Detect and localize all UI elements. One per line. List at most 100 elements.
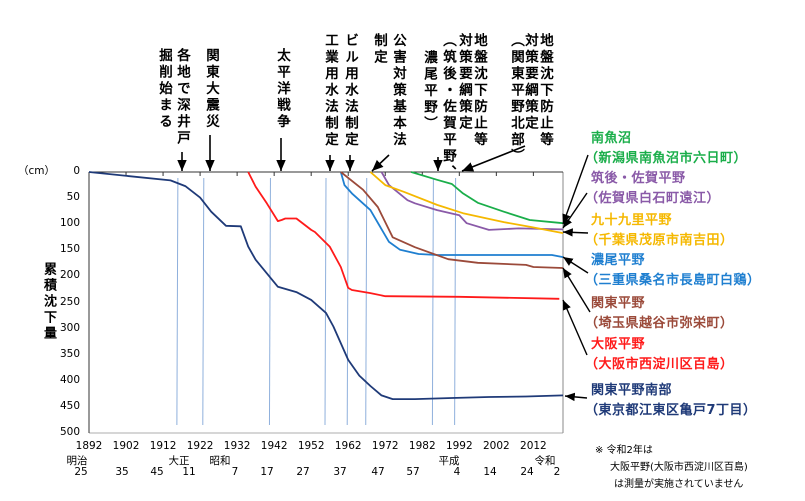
series-line-4 [340, 171, 564, 269]
y-tick-label: 350 [59, 347, 80, 360]
y-unit: （cm） [18, 165, 56, 177]
legend-leader-arrow [562, 267, 591, 313]
event-guide-line [268, 177, 271, 426]
y-tick-label: 150 [59, 243, 80, 256]
x-tick-label: 1952 [297, 440, 325, 452]
legend-site: （新潟県南魚沼市六日町） [585, 151, 748, 166]
event-guide-line [346, 177, 349, 426]
y-tick-label: 100 [59, 217, 80, 230]
x-tick-label: 1942 [260, 440, 288, 452]
event-label: 制定 [371, 33, 387, 66]
legend-leader-arrow [562, 256, 589, 274]
y-tick-label: 300 [59, 321, 80, 334]
legend-site: （佐賀県白石町遠江） [585, 191, 721, 206]
legend-site: （東京都江東区亀戸7丁目） [585, 403, 757, 418]
x-tick-label: 1992 [445, 440, 473, 452]
era-name: 昭和 [209, 455, 231, 467]
x-tick-label: 1902 [112, 440, 140, 452]
era-year-label: 45 [150, 466, 164, 478]
era-year-label: 27 [296, 466, 310, 478]
era-year-label: 57 [406, 466, 420, 478]
y-tick-label: 500 [59, 426, 80, 438]
era-year-label: 14 [483, 466, 497, 478]
legend-site: （三重県桑名市長島町白鶏） [585, 273, 761, 288]
x-tick-label: 1912 [149, 440, 177, 452]
era-year-label: 35 [115, 466, 129, 478]
x-tick-label: 1962 [334, 440, 362, 452]
event-label: ビル用水法制定 [342, 33, 358, 149]
x-tick-label: 1932 [223, 440, 251, 452]
legend-name: 南魚沼 [591, 131, 632, 146]
y-tick-label: 250 [59, 295, 80, 308]
series-line-6 [88, 171, 564, 401]
y-tick-label: 0 [73, 165, 80, 177]
era-name: 明治 [66, 455, 88, 467]
era-year-label: 4 [453, 466, 461, 478]
series-line-0 [410, 171, 564, 225]
event-guide-line [176, 177, 179, 426]
era-year-label: 25 [74, 466, 88, 478]
x-tick-label: 1922 [186, 440, 214, 452]
event-label: 各地で深井戸 [174, 48, 190, 147]
event-guide-line [365, 177, 368, 426]
legend-name: 九十九里平野 [591, 213, 673, 228]
event-guide-line [431, 177, 434, 426]
legend-name: 筑後・佐賀平野 [591, 171, 686, 186]
series-line-1 [380, 171, 564, 231]
note-line: は測量が実施されていません [614, 479, 744, 490]
era-name: 大正 [168, 455, 190, 467]
event-label: 地盤沈下防止等 [471, 33, 487, 149]
event-label: （筑後・佐賀平野、 [440, 33, 456, 182]
event-label: 公害対策基本法 [390, 33, 406, 149]
x-tick-label: 2012 [520, 440, 547, 452]
legend-leader-arrow [562, 228, 589, 237]
legend-leader-arrow [562, 154, 589, 225]
legend-name: 関東平野 [591, 296, 646, 311]
series-line-3 [339, 171, 564, 258]
x-tick-label: 1972 [371, 440, 399, 452]
x-tick-label: 2002 [482, 440, 510, 452]
era-year-label: 7 [231, 466, 239, 478]
y-tick-label: 400 [59, 373, 80, 386]
era-year-label: 11 [182, 466, 196, 478]
note-line: 大阪平野(大阪市西淀川区百島) [610, 462, 748, 473]
legend-site: （埼玉県越谷市弥栄町） [585, 316, 734, 331]
event-label: 太平洋戦争 [274, 48, 290, 131]
legend-name: 関東平野南部 [591, 383, 673, 398]
era-name: 平成 [438, 455, 460, 467]
event-guide-line [454, 177, 457, 426]
event-label: （関東平野北部） [508, 33, 524, 165]
x-tick-label: 1982 [408, 440, 436, 452]
legend-leader-arrow [562, 299, 588, 356]
note-line: ※ 令和2年は [595, 445, 653, 456]
era-year-label: 24 [520, 466, 534, 478]
legend-name: 濃尾平野 [591, 253, 646, 268]
event-label: 対策要綱策定 [522, 33, 538, 132]
y-tick-label: 200 [59, 269, 80, 282]
legend-site: （大阪市西淀川区百島） [585, 357, 734, 372]
event-label: 地盤沈下防止等 [537, 33, 553, 149]
event-arrow [371, 154, 390, 172]
era-name: 令和 [534, 455, 556, 467]
legend-leader-arrow [562, 192, 588, 229]
event-label: 掘削始まる [156, 48, 172, 131]
era-year-label: 17 [260, 466, 274, 478]
legend-site: （千葉県茂原市南吉田） [585, 233, 734, 248]
series-line-5 [247, 171, 560, 300]
y-tick-label: 450 [59, 399, 80, 412]
event-label: 工業用水法制定 [322, 33, 338, 149]
event-label: 濃尾平野） [421, 50, 437, 133]
x-tick-label: 1892 [75, 440, 103, 452]
era-year-label: 2 [553, 466, 561, 478]
legend-leader-arrow [564, 392, 588, 402]
event-guide-line [202, 177, 205, 426]
y-tick-label: 50 [66, 191, 80, 204]
y-axis-label: 累積沈下量 [41, 262, 56, 342]
event-arrow [461, 145, 526, 172]
event-label: 対策要綱策定 [456, 33, 472, 132]
legend-name: 大阪平野 [591, 337, 646, 352]
era-year-label: 47 [371, 466, 385, 478]
series-line-2 [369, 171, 564, 234]
event-label: 関東大震災 [203, 48, 219, 131]
